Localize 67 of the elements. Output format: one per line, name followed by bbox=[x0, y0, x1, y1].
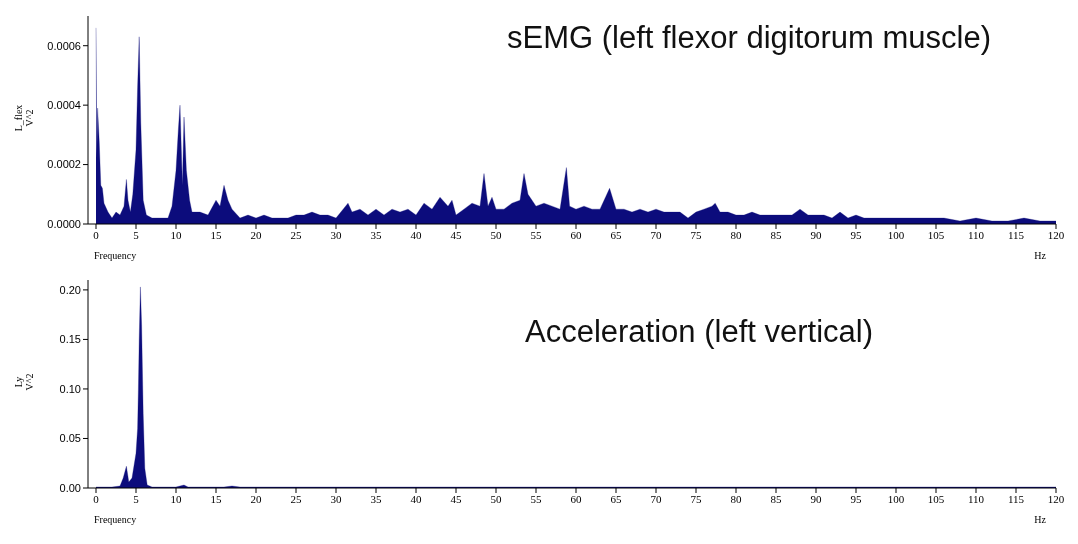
x-tick-label: 85 bbox=[770, 228, 782, 241]
x-tick-label: 95 bbox=[850, 492, 862, 505]
x-axis-title: Frequency bbox=[94, 250, 137, 261]
x-tick-label: 70 bbox=[650, 228, 662, 241]
x-tick-label: 45 bbox=[450, 492, 462, 505]
x-tick-label: 5 bbox=[133, 492, 140, 505]
x-tick-label: 105 bbox=[927, 228, 945, 241]
y-tick-label: 0.05 bbox=[59, 432, 81, 445]
x-tick-label: 30 bbox=[330, 228, 342, 241]
x-tick-label: 10 bbox=[170, 492, 182, 505]
x-tick-label: 110 bbox=[967, 228, 985, 241]
y-tick-label: 0.0002 bbox=[47, 158, 81, 171]
x-tick-label: 115 bbox=[1007, 492, 1025, 505]
y-tick-label: 0.00 bbox=[59, 481, 81, 494]
x-tick-label: 35 bbox=[370, 492, 382, 505]
x-tick-label: 40 bbox=[410, 492, 422, 505]
x-tick-label: 0 bbox=[93, 228, 100, 241]
text: Hz bbox=[1034, 514, 1046, 525]
x-tick-label: 80 bbox=[730, 228, 742, 241]
x-tick-label: 75 bbox=[690, 492, 702, 505]
y-axis-title: L_flex V^2 bbox=[13, 104, 35, 132]
x-tick-label: 120 bbox=[1047, 228, 1065, 241]
x-tick-label: 110 bbox=[967, 492, 985, 505]
x-tick-label: 80 bbox=[730, 492, 742, 505]
y-tick-label: 0.0000 bbox=[47, 217, 81, 230]
x-tick-label: 55 bbox=[530, 228, 542, 241]
x-tick-label: 70 bbox=[650, 492, 662, 505]
x-tick-label: 50 bbox=[490, 492, 502, 505]
x-axis-title: Frequency bbox=[94, 514, 137, 525]
x-tick-label: 45 bbox=[450, 228, 462, 241]
x-tick-label: 0 bbox=[93, 492, 100, 505]
x-tick-label: 30 bbox=[330, 492, 342, 505]
x-tick-label: 75 bbox=[690, 228, 702, 241]
x-tick-label: 15 bbox=[210, 228, 222, 241]
y-tick-label: 0.15 bbox=[59, 333, 81, 346]
x-tick-label: 115 bbox=[1007, 228, 1025, 241]
text: Acceleration (left vertical) bbox=[524, 314, 873, 349]
y-tick-label: 0.0006 bbox=[47, 39, 81, 52]
x-tick-label: 95 bbox=[850, 228, 862, 241]
x-tick-label: 50 bbox=[490, 228, 502, 241]
x-tick-label: 120 bbox=[1047, 492, 1065, 505]
x-tick-label: 35 bbox=[370, 228, 382, 241]
y-axis-title: Ly V^2 bbox=[12, 373, 35, 391]
x-tick-label: 25 bbox=[290, 492, 302, 505]
x-tick-label: 55 bbox=[530, 492, 542, 505]
x-tick-label: 20 bbox=[250, 492, 262, 505]
x-tick-label: 40 bbox=[410, 228, 422, 241]
x-tick-label: 105 bbox=[927, 492, 945, 505]
y-tick-label: 0.20 bbox=[59, 283, 81, 296]
x-tick-label: 15 bbox=[210, 492, 222, 505]
x-tick-label: 20 bbox=[250, 228, 262, 241]
chart-title: sEMG (left flexor digitorum muscle) bbox=[506, 20, 992, 55]
text: Hz bbox=[1034, 250, 1046, 261]
x-tick-label: 65 bbox=[610, 492, 622, 505]
x-tick-label: 100 bbox=[887, 228, 905, 241]
y-tick-label: 0.10 bbox=[59, 382, 81, 395]
x-tick-label: 65 bbox=[610, 228, 622, 241]
x-tick-label: 90 bbox=[810, 492, 822, 505]
x-tick-label: 25 bbox=[290, 228, 302, 241]
x-tick-label: 5 bbox=[133, 228, 140, 241]
x-tick-label: 60 bbox=[570, 228, 582, 241]
x-tick-label: 10 bbox=[170, 228, 182, 241]
x-tick-label: 90 bbox=[810, 228, 822, 241]
x-tick-label: 100 bbox=[887, 492, 905, 505]
x-tick-label: 60 bbox=[570, 492, 582, 505]
x-tick-label: 85 bbox=[770, 492, 782, 505]
y-tick-label: 0.0004 bbox=[47, 99, 81, 112]
